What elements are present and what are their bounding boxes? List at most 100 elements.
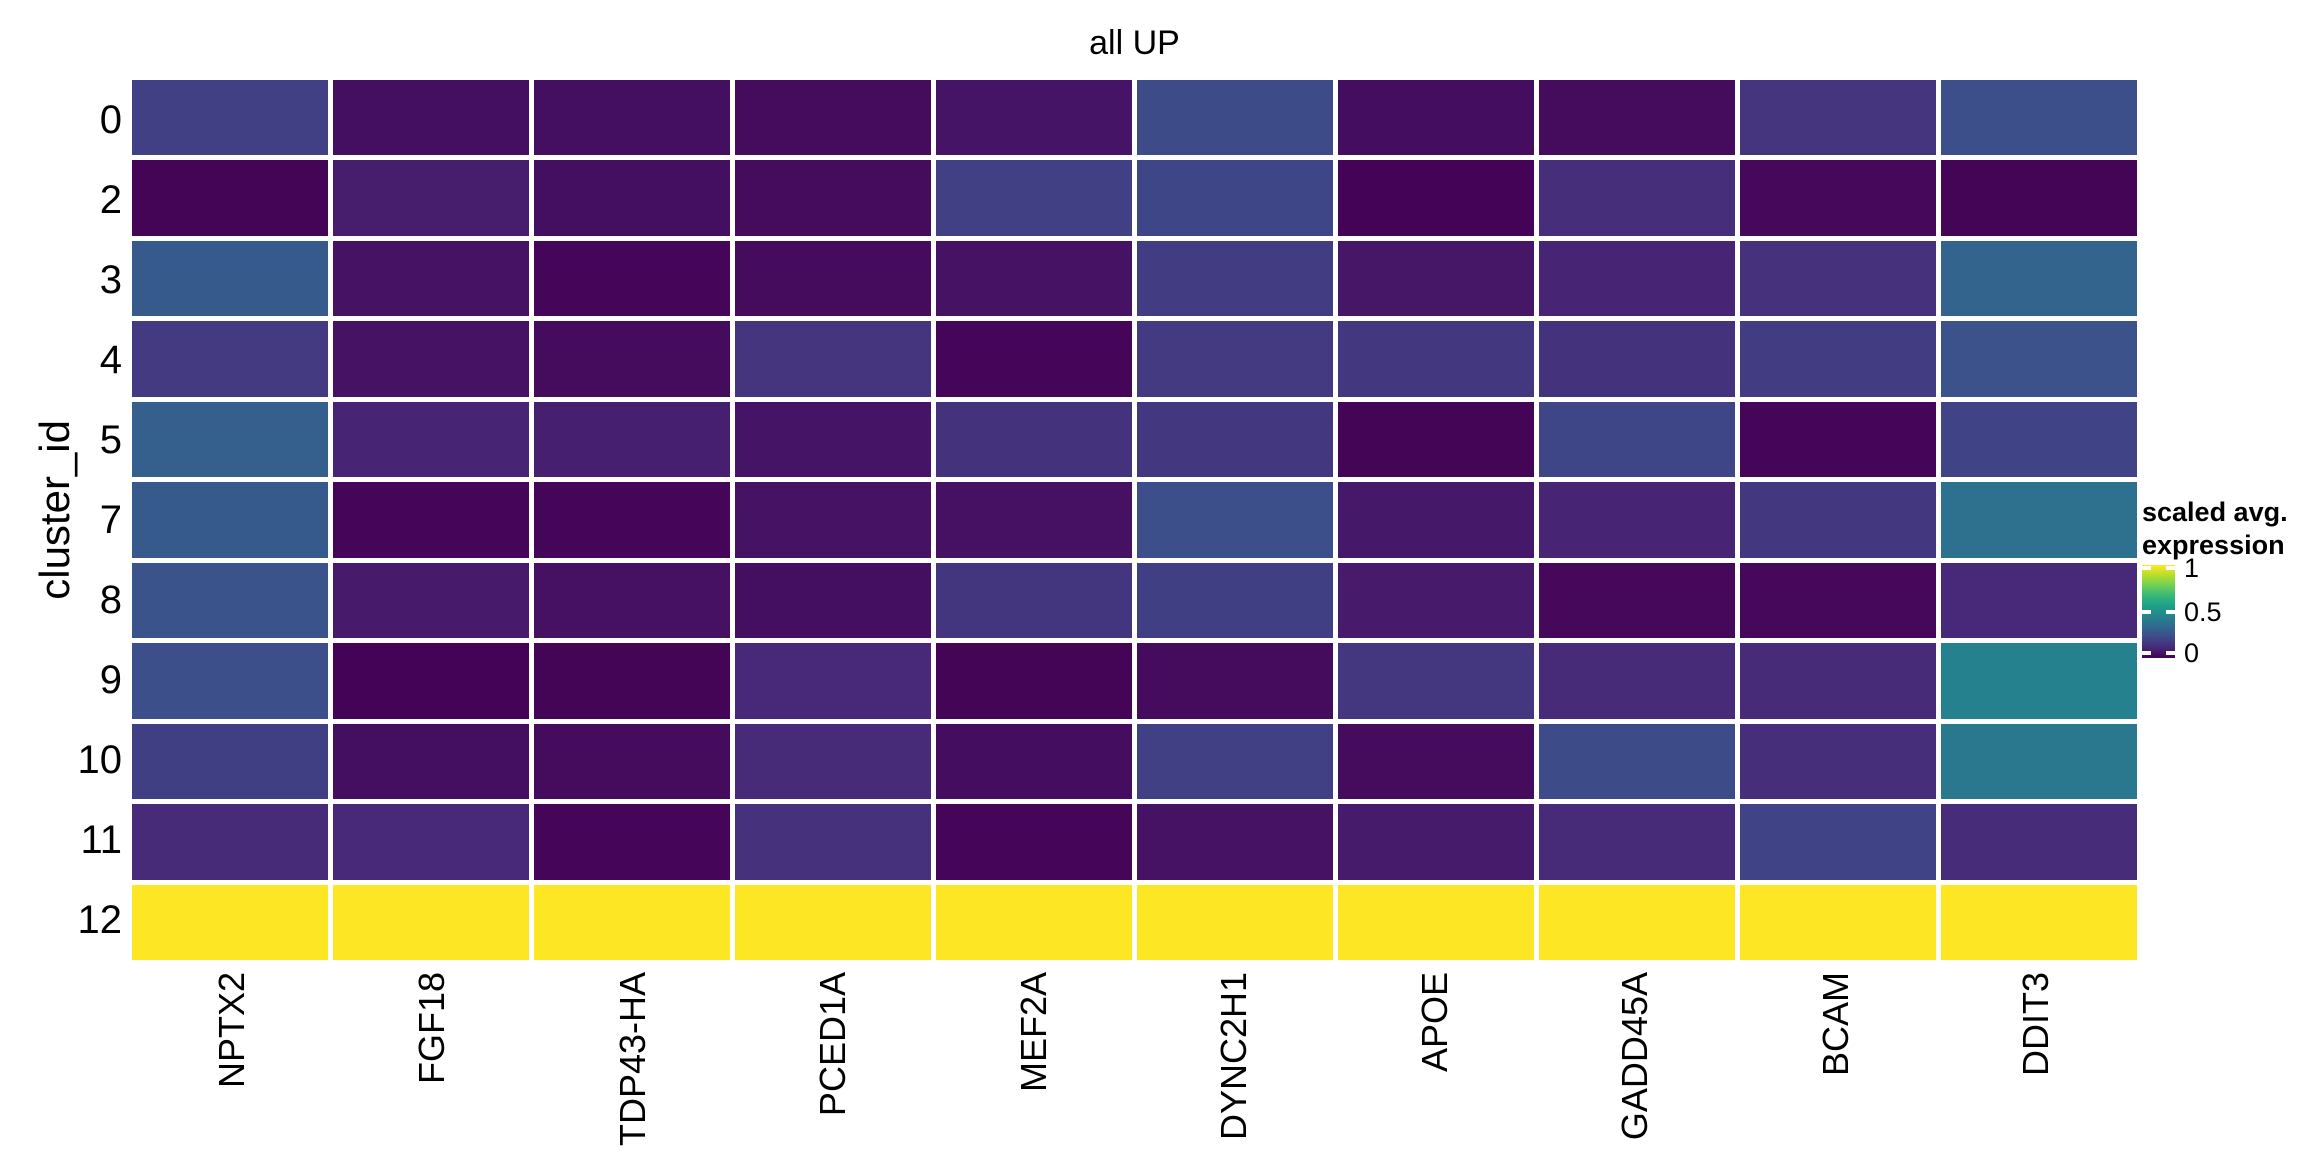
heatmap-cell [333, 321, 529, 397]
y-tick-label: 5 [99, 418, 122, 462]
heatmap-cell [936, 321, 1132, 397]
heatmap-cell [534, 562, 730, 639]
heatmap-cell [735, 482, 931, 558]
heatmap-cell [1740, 240, 1936, 317]
heatmap-cell [1338, 884, 1534, 960]
heatmap-cell [1137, 321, 1333, 397]
y-tick-label: 2 [99, 178, 122, 222]
x-tick-label: APOE [1414, 972, 1455, 1073]
heatmap-cell [1740, 160, 1936, 236]
heatmap-cell [1137, 643, 1333, 719]
heatmap-cell [132, 562, 328, 639]
heatmap-cell [534, 804, 730, 880]
heatmap-cell [132, 884, 328, 960]
heatmap-cell [1941, 643, 2137, 719]
heatmap-cell [1338, 160, 1534, 236]
y-tick-label: 11 [80, 818, 122, 862]
heatmap-cell [936, 240, 1132, 317]
heatmap-cell [1137, 804, 1333, 880]
heatmap-cell [1740, 401, 1936, 478]
heatmap-cell [1137, 160, 1333, 236]
heatmap-cell [936, 643, 1132, 719]
legend-colorbar [2142, 565, 2175, 658]
x-tick-label: DDIT3 [2015, 972, 2057, 1077]
heatmap-cell [1941, 401, 2137, 478]
heatmap-cell [333, 240, 529, 317]
legend-title-line2: expression [2142, 530, 2285, 560]
heatmap-cell [1941, 804, 2137, 880]
heatmap-cell [735, 562, 931, 639]
legend-tick-label: 1 [2184, 553, 2200, 584]
y-tick-label: 9 [99, 658, 122, 702]
heatmap-cell [936, 482, 1132, 558]
heatmap-cell [534, 80, 730, 156]
heatmap-cell [132, 482, 328, 558]
heatmap-cell [1740, 804, 1936, 880]
heatmap-cell [1740, 482, 1936, 558]
heatmap-cell [1740, 80, 1936, 156]
heatmap-cell [1539, 723, 1735, 800]
heatmap-cell [1941, 482, 2137, 558]
x-tick-label: DYNC2H1 [1213, 972, 1255, 1141]
heatmap-cell [1137, 884, 1333, 960]
heatmap-cell [132, 723, 328, 800]
heatmap-cell [1338, 804, 1534, 880]
heatmap-cell [132, 240, 328, 317]
heatmap-cell [1338, 240, 1534, 317]
heatmap-cell [936, 723, 1132, 800]
heatmap-cell [936, 80, 1132, 156]
y-tick-label: 4 [99, 338, 122, 382]
heatmap-cell [1137, 562, 1333, 639]
heatmap-cell [1137, 401, 1333, 478]
heatmap-cell [936, 804, 1132, 880]
heatmap-cell [534, 643, 730, 719]
heatmap-cell [1740, 643, 1936, 719]
heatmap-cell [333, 401, 529, 478]
heatmap-cell [1338, 562, 1534, 639]
heatmap-cell [333, 884, 529, 960]
heatmap-cell [1539, 884, 1735, 960]
heatmap-cell [534, 240, 730, 317]
legend-tick-mark [2166, 650, 2175, 655]
heatmap-cell [1338, 723, 1534, 800]
heatmap-grid [132, 80, 2137, 960]
heatmap-cell [132, 643, 328, 719]
heatmap-cell [1941, 160, 2137, 236]
heatmap-cell [735, 723, 931, 800]
chart-title: all UP [1089, 24, 1180, 62]
legend-title-line1: scaled avg. [2142, 497, 2288, 527]
heatmap-cell [1941, 80, 2137, 156]
x-tick-label: FGF18 [411, 972, 453, 1085]
heatmap-cell [333, 80, 529, 156]
x-tick-label: NPTX2 [211, 972, 252, 1089]
y-tick-label: 0 [99, 98, 122, 142]
heatmap-cell [534, 160, 730, 236]
heatmap-cell [534, 401, 730, 478]
legend-tick-label: 0 [2184, 637, 2200, 668]
heatmap-cell [132, 804, 328, 880]
heatmap-cell [735, 321, 931, 397]
x-tick-label: GADD45A [1614, 972, 1656, 1141]
heatmap-cell [333, 160, 529, 236]
y-tick-label: 3 [99, 258, 122, 302]
heatmap-cell [1740, 884, 1936, 960]
heatmap-cell [735, 160, 931, 236]
heatmap-cell [1338, 482, 1534, 558]
heatmap-cell [936, 884, 1132, 960]
y-tick-label: 8 [99, 578, 122, 622]
heatmap-cell [1539, 401, 1735, 478]
heatmap-cell [534, 884, 730, 960]
heatmap-cell [1740, 562, 1936, 639]
heatmap-cell [735, 643, 931, 719]
heatmap-cell [1941, 321, 2137, 397]
heatmap-cell [1941, 240, 2137, 317]
x-tick-label: BCAM [1815, 972, 1856, 1077]
heatmap-cell [1740, 723, 1936, 800]
legend-tick-mark [2166, 609, 2175, 614]
y-tick-label: 7 [99, 498, 122, 542]
heatmap-cell [735, 401, 931, 478]
heatmap-cell [1338, 401, 1534, 478]
heatmap-cell [936, 562, 1132, 639]
heatmap-cell [1539, 160, 1735, 236]
heatmap-cell [1740, 321, 1936, 397]
